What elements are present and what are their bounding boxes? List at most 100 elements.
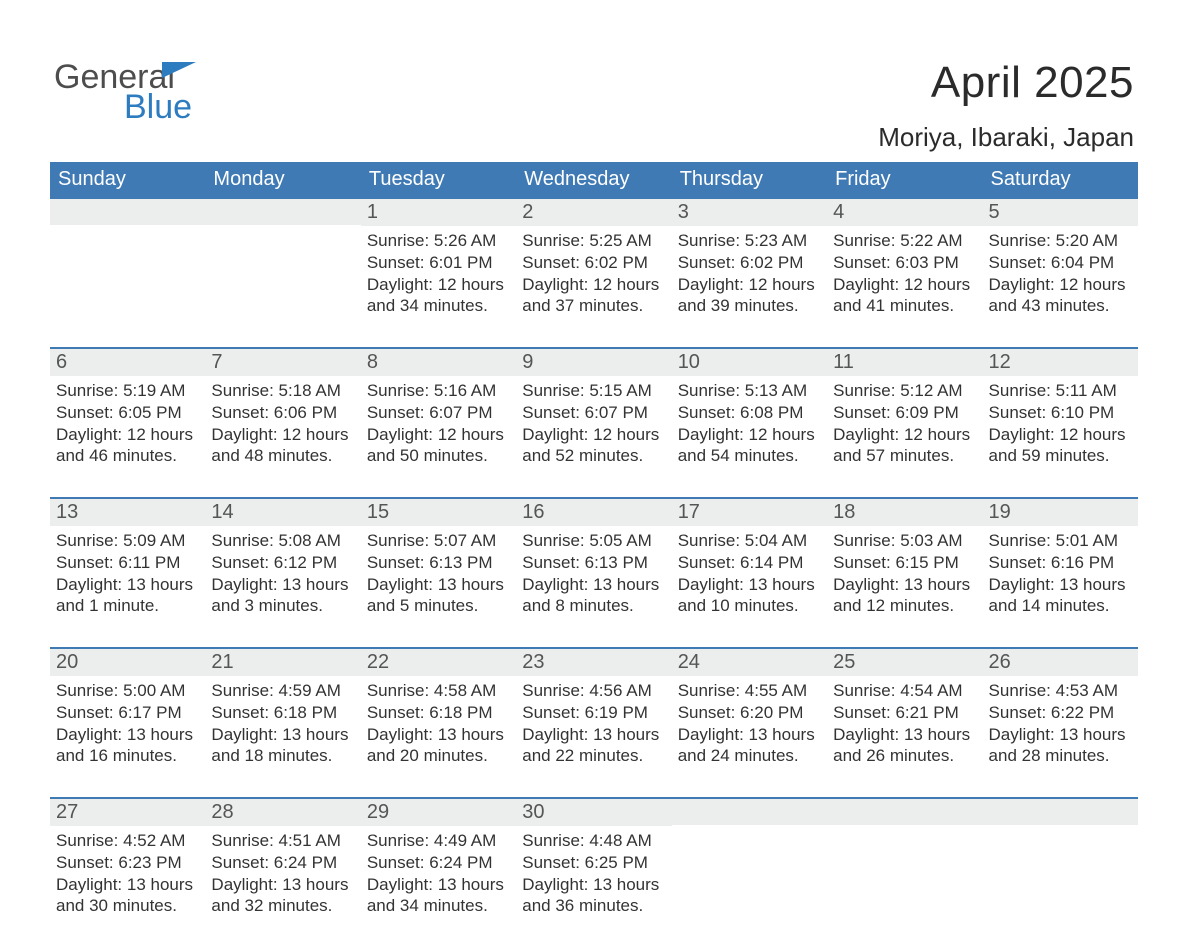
sunrise-text: Sunrise: 5:15 AM	[522, 380, 665, 402]
calendar-day: 2Sunrise: 5:25 AMSunset: 6:02 PMDaylight…	[516, 199, 671, 327]
day-number-row: 3	[672, 199, 827, 226]
sunset-text: Sunset: 6:18 PM	[367, 702, 510, 724]
location-subtitle: Moriya, Ibaraki, Japan	[878, 122, 1134, 153]
daylight-text: Daylight: 13 hours and 1 minute.	[56, 574, 199, 618]
day-number-row: 22	[361, 649, 516, 676]
day-number: 22	[367, 651, 389, 673]
sunrise-text: Sunrise: 4:55 AM	[678, 680, 821, 702]
day-number-row: 5	[983, 199, 1138, 226]
header: General Blue April 2025 Moriya, Ibaraki,…	[50, 50, 1138, 150]
sunrise-text: Sunrise: 5:22 AM	[833, 230, 976, 252]
day-number: 25	[833, 651, 855, 673]
calendar-day: 22Sunrise: 4:58 AMSunset: 6:18 PMDayligh…	[361, 649, 516, 777]
calendar-day: 14Sunrise: 5:08 AMSunset: 6:12 PMDayligh…	[205, 499, 360, 627]
day-number-row: 27	[50, 799, 205, 826]
sunset-text: Sunset: 6:04 PM	[989, 252, 1132, 274]
calendar-day	[827, 799, 982, 927]
daylight-text: Daylight: 13 hours and 14 minutes.	[989, 574, 1132, 618]
daylight-text: Daylight: 13 hours and 26 minutes.	[833, 724, 976, 768]
calendar-day: 4Sunrise: 5:22 AMSunset: 6:03 PMDaylight…	[827, 199, 982, 327]
day-number-row	[983, 799, 1138, 825]
sunrise-text: Sunrise: 5:05 AM	[522, 530, 665, 552]
day-number-row: 13	[50, 499, 205, 526]
day-number-row	[50, 199, 205, 225]
sunrise-text: Sunrise: 4:54 AM	[833, 680, 976, 702]
day-number: 16	[522, 501, 544, 523]
day-number-row: 16	[516, 499, 671, 526]
day-number-row: 4	[827, 199, 982, 226]
sunrise-text: Sunrise: 4:58 AM	[367, 680, 510, 702]
sunset-text: Sunset: 6:06 PM	[211, 402, 354, 424]
day-number: 27	[56, 801, 78, 823]
sunset-text: Sunset: 6:18 PM	[211, 702, 354, 724]
day-number: 14	[211, 501, 233, 523]
daylight-text: Daylight: 13 hours and 34 minutes.	[367, 874, 510, 918]
calendar-day: 16Sunrise: 5:05 AMSunset: 6:13 PMDayligh…	[516, 499, 671, 627]
weekday-header: Wednesday	[516, 162, 671, 199]
day-number: 11	[833, 351, 854, 373]
day-number-row: 12	[983, 349, 1138, 376]
calendar-day	[205, 199, 360, 327]
calendar-day: 28Sunrise: 4:51 AMSunset: 6:24 PMDayligh…	[205, 799, 360, 927]
sunset-text: Sunset: 6:23 PM	[56, 852, 199, 874]
daylight-text: Daylight: 12 hours and 37 minutes.	[522, 274, 665, 318]
sunset-text: Sunset: 6:03 PM	[833, 252, 976, 274]
calendar-week: 20Sunrise: 5:00 AMSunset: 6:17 PMDayligh…	[50, 647, 1138, 777]
calendar-day: 19Sunrise: 5:01 AMSunset: 6:16 PMDayligh…	[983, 499, 1138, 627]
day-number-row: 6	[50, 349, 205, 376]
sunrise-text: Sunrise: 4:49 AM	[367, 830, 510, 852]
sunset-text: Sunset: 6:10 PM	[989, 402, 1132, 424]
day-number-row: 25	[827, 649, 982, 676]
calendar-day: 30Sunrise: 4:48 AMSunset: 6:25 PMDayligh…	[516, 799, 671, 927]
calendar-day: 29Sunrise: 4:49 AMSunset: 6:24 PMDayligh…	[361, 799, 516, 927]
calendar-day: 7Sunrise: 5:18 AMSunset: 6:06 PMDaylight…	[205, 349, 360, 477]
sunset-text: Sunset: 6:11 PM	[56, 552, 199, 574]
sunrise-text: Sunrise: 4:51 AM	[211, 830, 354, 852]
day-number: 4	[833, 201, 844, 223]
sunset-text: Sunset: 6:05 PM	[56, 402, 199, 424]
sunrise-text: Sunrise: 5:11 AM	[989, 380, 1132, 402]
calendar-day	[983, 799, 1138, 927]
calendar-day: 26Sunrise: 4:53 AMSunset: 6:22 PMDayligh…	[983, 649, 1138, 777]
day-number-row: 7	[205, 349, 360, 376]
day-number-row: 28	[205, 799, 360, 826]
weekday-header: Saturday	[983, 162, 1138, 199]
day-number: 8	[367, 351, 378, 373]
sunrise-text: Sunrise: 5:16 AM	[367, 380, 510, 402]
sunset-text: Sunset: 6:15 PM	[833, 552, 976, 574]
sunset-text: Sunset: 6:12 PM	[211, 552, 354, 574]
weekday-header: Friday	[827, 162, 982, 199]
daylight-text: Daylight: 12 hours and 39 minutes.	[678, 274, 821, 318]
day-number: 5	[989, 201, 1000, 223]
sunrise-text: Sunrise: 5:01 AM	[989, 530, 1132, 552]
daylight-text: Daylight: 13 hours and 24 minutes.	[678, 724, 821, 768]
daylight-text: Daylight: 12 hours and 46 minutes.	[56, 424, 199, 468]
sunset-text: Sunset: 6:22 PM	[989, 702, 1132, 724]
day-number: 6	[56, 351, 67, 373]
day-number-row: 20	[50, 649, 205, 676]
calendar-day: 6 Sunrise: 5:19 AMSunset: 6:05 PMDaylight…	[50, 349, 205, 477]
sunset-text: Sunset: 6:02 PM	[678, 252, 821, 274]
calendar-day: 18Sunrise: 5:03 AMSunset: 6:15 PMDayligh…	[827, 499, 982, 627]
calendar-day: 20Sunrise: 5:00 AMSunset: 6:17 PMDayligh…	[50, 649, 205, 777]
weekday-header: Thursday	[672, 162, 827, 199]
calendar: Sunday Monday Tuesday Wednesday Thursday…	[50, 162, 1138, 927]
daylight-text: Daylight: 13 hours and 16 minutes.	[56, 724, 199, 768]
sunset-text: Sunset: 6:02 PM	[522, 252, 665, 274]
day-number-row	[672, 799, 827, 825]
day-number-row: 19	[983, 499, 1138, 526]
day-number-row: 8	[361, 349, 516, 376]
day-number-row: 18	[827, 499, 982, 526]
sunrise-text: Sunrise: 4:56 AM	[522, 680, 665, 702]
calendar-day: 24Sunrise: 4:55 AMSunset: 6:20 PMDayligh…	[672, 649, 827, 777]
sunset-text: Sunset: 6:14 PM	[678, 552, 821, 574]
sunrise-text: Sunrise: 5:03 AM	[833, 530, 976, 552]
sunrise-text: Sunrise: 5:20 AM	[989, 230, 1132, 252]
day-number: 21	[211, 651, 233, 673]
sunset-text: Sunset: 6:17 PM	[56, 702, 199, 724]
day-number: 12	[989, 351, 1011, 373]
calendar-day: 27Sunrise: 4:52 AMSunset: 6:23 PMDayligh…	[50, 799, 205, 927]
sunrise-text: Sunrise: 5:19 AM	[56, 380, 199, 402]
calendar-day: 3Sunrise: 5:23 AMSunset: 6:02 PMDaylight…	[672, 199, 827, 327]
daylight-text: Daylight: 13 hours and 30 minutes.	[56, 874, 199, 918]
